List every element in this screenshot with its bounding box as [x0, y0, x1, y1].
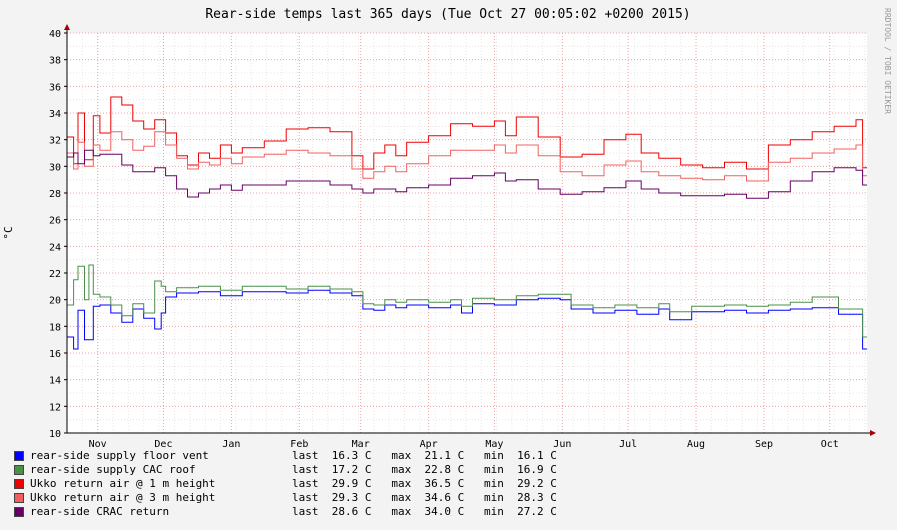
legend-swatch — [14, 465, 24, 475]
x-tick-label: Oct — [821, 439, 839, 450]
x-tick-label: Feb — [290, 439, 308, 450]
x-tick-label: Jul — [619, 439, 637, 450]
y-tick-label: 40 — [49, 29, 61, 40]
x-tick-label: Dec — [154, 439, 172, 450]
x-tick-label: Aug — [687, 439, 705, 450]
y-tick-label: 28 — [49, 189, 61, 200]
series-line — [67, 289, 867, 350]
legend-stats: last 28.6 C max 34.0 C min 27.2 C — [292, 505, 557, 518]
legend-swatch — [14, 451, 24, 461]
legend-series-name: rear-side supply CAC roof — [30, 463, 196, 476]
series-line — [67, 149, 867, 199]
legend-item: rear-side supply floor vent last 16.3 C m… — [14, 449, 557, 463]
y-tick-label: 10 — [49, 429, 61, 440]
axes — [64, 24, 876, 436]
legend: rear-side supply floor vent last 16.3 C m… — [14, 449, 557, 519]
chart-title: Rear-side temps last 365 days (Tue Oct 2… — [205, 7, 690, 22]
series-line — [67, 264, 867, 338]
grid-lines — [66, 32, 867, 434]
y-tick-label: 16 — [49, 349, 61, 360]
y-tick-label: 12 — [49, 402, 61, 413]
y-tick-label: 26 — [49, 216, 61, 227]
legend-stats: last 16.3 C max 21.1 C min 16.1 C — [292, 449, 557, 462]
y-tick-label: 30 — [49, 162, 61, 173]
legend-stats: last 29.3 C max 34.6 C min 28.3 C — [292, 491, 557, 504]
y-tick-label: 18 — [49, 322, 61, 333]
x-tick-label: Jun — [553, 439, 571, 450]
x-axis-arrow-icon — [870, 430, 876, 436]
legend-series-name: rear-side CRAC return — [30, 505, 170, 518]
legend-stats: last 29.9 C max 36.5 C min 29.2 C — [292, 477, 557, 490]
y-tick-labels: 10 12 14 16 18 20 22 24 26 28 30 32 34 36 38 40 — [49, 29, 67, 440]
y-tick-label: 32 — [49, 136, 61, 147]
x-tick-label: Sep — [755, 439, 773, 450]
x-tick-label: May — [485, 439, 503, 450]
legend-series-name: Ukko return air @ 1 m height — [30, 477, 216, 490]
y-tick-label: 22 — [49, 269, 61, 280]
legend-series-name: rear-side supply floor vent — [30, 449, 209, 462]
legend-item: Ukko return air @ 1 m height last 29.9 C … — [14, 477, 557, 491]
y-axis-arrow-icon — [64, 24, 70, 30]
legend-swatch — [14, 479, 24, 489]
y-tick-label: 34 — [49, 109, 61, 120]
y-axis-label: °C — [2, 226, 15, 239]
x-tick-labels: Nov Dec Jan Feb Mar Apr May Jun Jul Aug Sep Oct — [89, 439, 839, 450]
x-tick-label: Mar — [352, 439, 370, 450]
series-line — [67, 131, 867, 182]
y-tick-label: 14 — [49, 376, 61, 387]
series-lines — [67, 96, 867, 350]
x-tick-label: Jan — [222, 439, 240, 450]
x-tick-label: Apr — [420, 439, 438, 450]
legend-item: Ukko return air @ 3 m height last 29.3 C … — [14, 491, 557, 505]
legend-series-name: Ukko return air @ 3 m height — [30, 491, 216, 504]
legend-swatch — [14, 493, 24, 503]
legend-item: rear-side CRAC return last 28.6 C max 34.… — [14, 505, 557, 519]
y-tick-label: 24 — [49, 242, 61, 253]
legend-swatch — [14, 507, 24, 517]
y-tick-label: 38 — [49, 56, 61, 67]
series-line — [67, 96, 867, 170]
legend-item: rear-side supply CAC roof last 17.2 C max… — [14, 463, 557, 477]
x-tick-label: Nov — [89, 439, 107, 450]
y-tick-label: 20 — [49, 296, 61, 307]
legend-stats: last 17.2 C max 22.8 C min 16.9 C — [292, 463, 557, 476]
y-tick-label: 36 — [49, 82, 61, 93]
rrdtool-watermark: RRDTOOL / TOBI OETIKER — [883, 8, 892, 114]
